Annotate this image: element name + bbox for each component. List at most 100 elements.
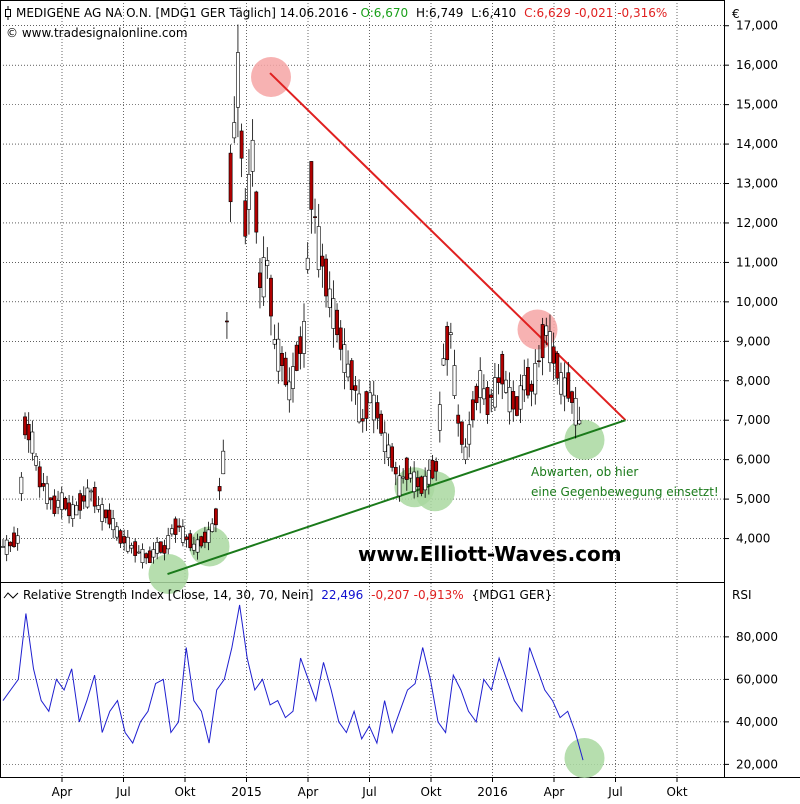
candle-body	[504, 379, 508, 393]
candle-body	[441, 358, 446, 366]
candle-body	[34, 455, 38, 466]
candle-body	[243, 200, 248, 237]
price-y-tick-label: 5,000	[736, 492, 770, 506]
close-change-value: C:6,629 -0,021 -0,316%	[524, 6, 667, 20]
candle-body	[518, 385, 523, 410]
candle-body	[162, 545, 167, 554]
candle-body	[390, 446, 395, 468]
high-value: H:6,749	[416, 6, 463, 20]
candle-body	[500, 353, 505, 385]
candle-body	[81, 495, 86, 502]
rsi-y-tick-label: 80,000	[736, 630, 778, 644]
candle-body	[232, 122, 237, 139]
candle-body	[45, 483, 49, 504]
candle-body	[412, 471, 417, 492]
candle-body	[551, 346, 556, 364]
candle-body	[180, 526, 185, 543]
candle-body	[188, 533, 193, 549]
candle-body	[111, 518, 116, 531]
price-y-tick-label: 12,000	[736, 216, 778, 230]
candle-body	[573, 398, 578, 426]
candle-body	[48, 497, 53, 501]
price-header: MEDIGENE AG NA O.N. [MDG1 GER Täglich] 1…	[5, 6, 740, 40]
x-tick-label: Okt	[420, 785, 441, 799]
candle-body	[570, 391, 574, 403]
candle-body	[492, 377, 497, 408]
candle-body	[41, 483, 46, 487]
candle-body	[118, 530, 123, 544]
candle-body	[191, 543, 196, 551]
candle-body	[562, 377, 567, 397]
price-y-tick-label: 16,000	[736, 58, 778, 72]
candle-body	[19, 476, 24, 494]
candle-body	[463, 446, 468, 461]
candle-body	[371, 394, 376, 421]
candle-body	[122, 536, 127, 544]
candle-body	[522, 374, 527, 391]
candle-body	[496, 377, 501, 383]
candle-body	[169, 528, 174, 535]
candle-body	[445, 326, 450, 361]
candle-body	[151, 549, 156, 558]
price-y-tick-label: 14,000	[736, 137, 778, 151]
candle-body	[258, 272, 262, 288]
rsi-y-tick-label: 60,000	[736, 672, 778, 686]
rsi-change: -0,207 -0,913%	[371, 588, 464, 602]
candle-body	[89, 490, 94, 493]
candle-body	[269, 277, 273, 317]
candle-body	[459, 421, 464, 445]
candle-body	[92, 487, 97, 507]
candle-body	[276, 338, 281, 372]
candle-body	[408, 473, 413, 479]
candle-body	[56, 500, 60, 508]
candle-body	[566, 372, 571, 399]
candle-body	[470, 399, 475, 421]
candle-body	[423, 475, 428, 491]
candle-body	[526, 366, 530, 396]
candle-body	[23, 416, 27, 436]
currency-label: €	[732, 7, 740, 21]
rsi-line-layer	[2, 604, 584, 761]
open-value: O:6,670	[360, 6, 408, 20]
candle-body	[225, 320, 229, 323]
candle-body	[100, 504, 105, 522]
candle-body	[202, 531, 207, 543]
candle-body	[393, 467, 398, 475]
x-tick-label: 2015	[231, 785, 262, 799]
candle-body	[272, 339, 277, 345]
candle-body	[214, 508, 218, 526]
candle-body	[247, 173, 251, 210]
candle-body	[540, 324, 545, 359]
candle-body	[327, 288, 332, 308]
candle-body	[78, 493, 82, 511]
candle-body	[298, 336, 303, 354]
candle-body	[107, 509, 112, 525]
candle-body	[349, 360, 354, 391]
candle-body	[313, 216, 317, 218]
candle-body	[555, 353, 560, 379]
price-y-tick-label: 8,000	[736, 374, 770, 388]
candle-body	[96, 505, 101, 510]
candle-body	[419, 476, 424, 494]
svg-text:MEDIGENE AG NA O.N. [MDG1 G: MEDIGENE AG NA O.N. [MDG1 GER Täglich] 1…	[16, 6, 667, 20]
watermark-text: www.Elliott-Waves.com	[358, 542, 622, 566]
candle-body	[452, 365, 457, 396]
candle-body	[368, 392, 372, 404]
x-tick-label: Jul	[115, 785, 130, 799]
price-y-tick-label: 7,000	[736, 413, 770, 427]
x-tick-label: Apr	[52, 785, 73, 799]
candle-body	[537, 360, 541, 363]
candle-body	[474, 385, 479, 404]
annotation-line-2: eine Gegenbewegung einsetzt!	[531, 485, 719, 499]
rsi-line-icon	[3, 592, 19, 599]
candle-body	[456, 414, 461, 424]
candle-body	[147, 550, 152, 564]
candle-body	[364, 391, 369, 419]
candle-body	[265, 260, 270, 266]
candle-body	[346, 363, 350, 378]
price-y-tick-label: 4,000	[736, 532, 770, 546]
candle-body	[291, 366, 295, 389]
candle-body	[199, 536, 204, 547]
candle-body	[250, 139, 255, 172]
